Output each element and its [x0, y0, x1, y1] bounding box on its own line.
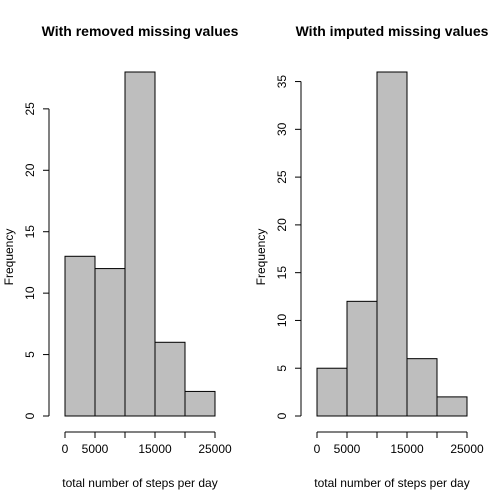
- y-tick-label: 15: [23, 225, 37, 239]
- x-tick-label: 0: [62, 442, 69, 456]
- x-tick-label: 5000: [334, 442, 361, 456]
- bar-4: [406, 358, 438, 417]
- y-tick-label: 25: [23, 102, 37, 116]
- x-tick-label: 25000: [198, 442, 232, 456]
- y-tick-label: 15: [275, 266, 289, 280]
- y-tick-label: 10: [275, 313, 289, 327]
- bar-1: [316, 367, 348, 417]
- bar-5: [184, 390, 216, 417]
- bar-3: [124, 71, 156, 417]
- x-tick-label: 15000: [138, 442, 172, 456]
- y-tick-label: 5: [23, 351, 37, 358]
- y-tick-label: 0: [275, 412, 289, 419]
- x-tick-label: 0: [314, 442, 321, 456]
- x-tick-label: 25000: [450, 442, 484, 456]
- bar-2: [346, 300, 378, 417]
- bar-4: [154, 341, 186, 417]
- y-tick-label: 5: [275, 365, 289, 372]
- y-tick-label: 35: [275, 75, 289, 89]
- y-tick-label: 10: [23, 286, 37, 300]
- y-tick-label: 0: [23, 412, 37, 419]
- x-tick-label: 5000: [82, 442, 109, 456]
- x-axis-label: total number of steps per day: [314, 476, 469, 490]
- x-tick-label: 15000: [390, 442, 424, 456]
- y-tick-label: 20: [23, 163, 37, 177]
- bar-2: [94, 268, 126, 417]
- bar-1: [64, 255, 96, 417]
- bar-3: [376, 71, 408, 417]
- histogram-panel-2: With imputed missing values 0 5 10 15 20 25 30 3…: [254, 23, 489, 490]
- chart-title: With removed missing values: [42, 23, 239, 39]
- x-axis-label: total number of steps per day: [62, 476, 217, 490]
- y-axis-label: Frequency: [254, 229, 268, 286]
- histogram-panel-1: With removed missing values 0 5 10 15 20 25 0 50…: [2, 23, 239, 490]
- y-axis-label: Frequency: [2, 229, 16, 286]
- y-tick-label: 25: [275, 170, 289, 184]
- y-tick-label: 20: [275, 218, 289, 232]
- chart-title: With imputed missing values: [296, 23, 489, 39]
- y-tick-label: 30: [275, 122, 289, 136]
- bar-5: [436, 396, 468, 417]
